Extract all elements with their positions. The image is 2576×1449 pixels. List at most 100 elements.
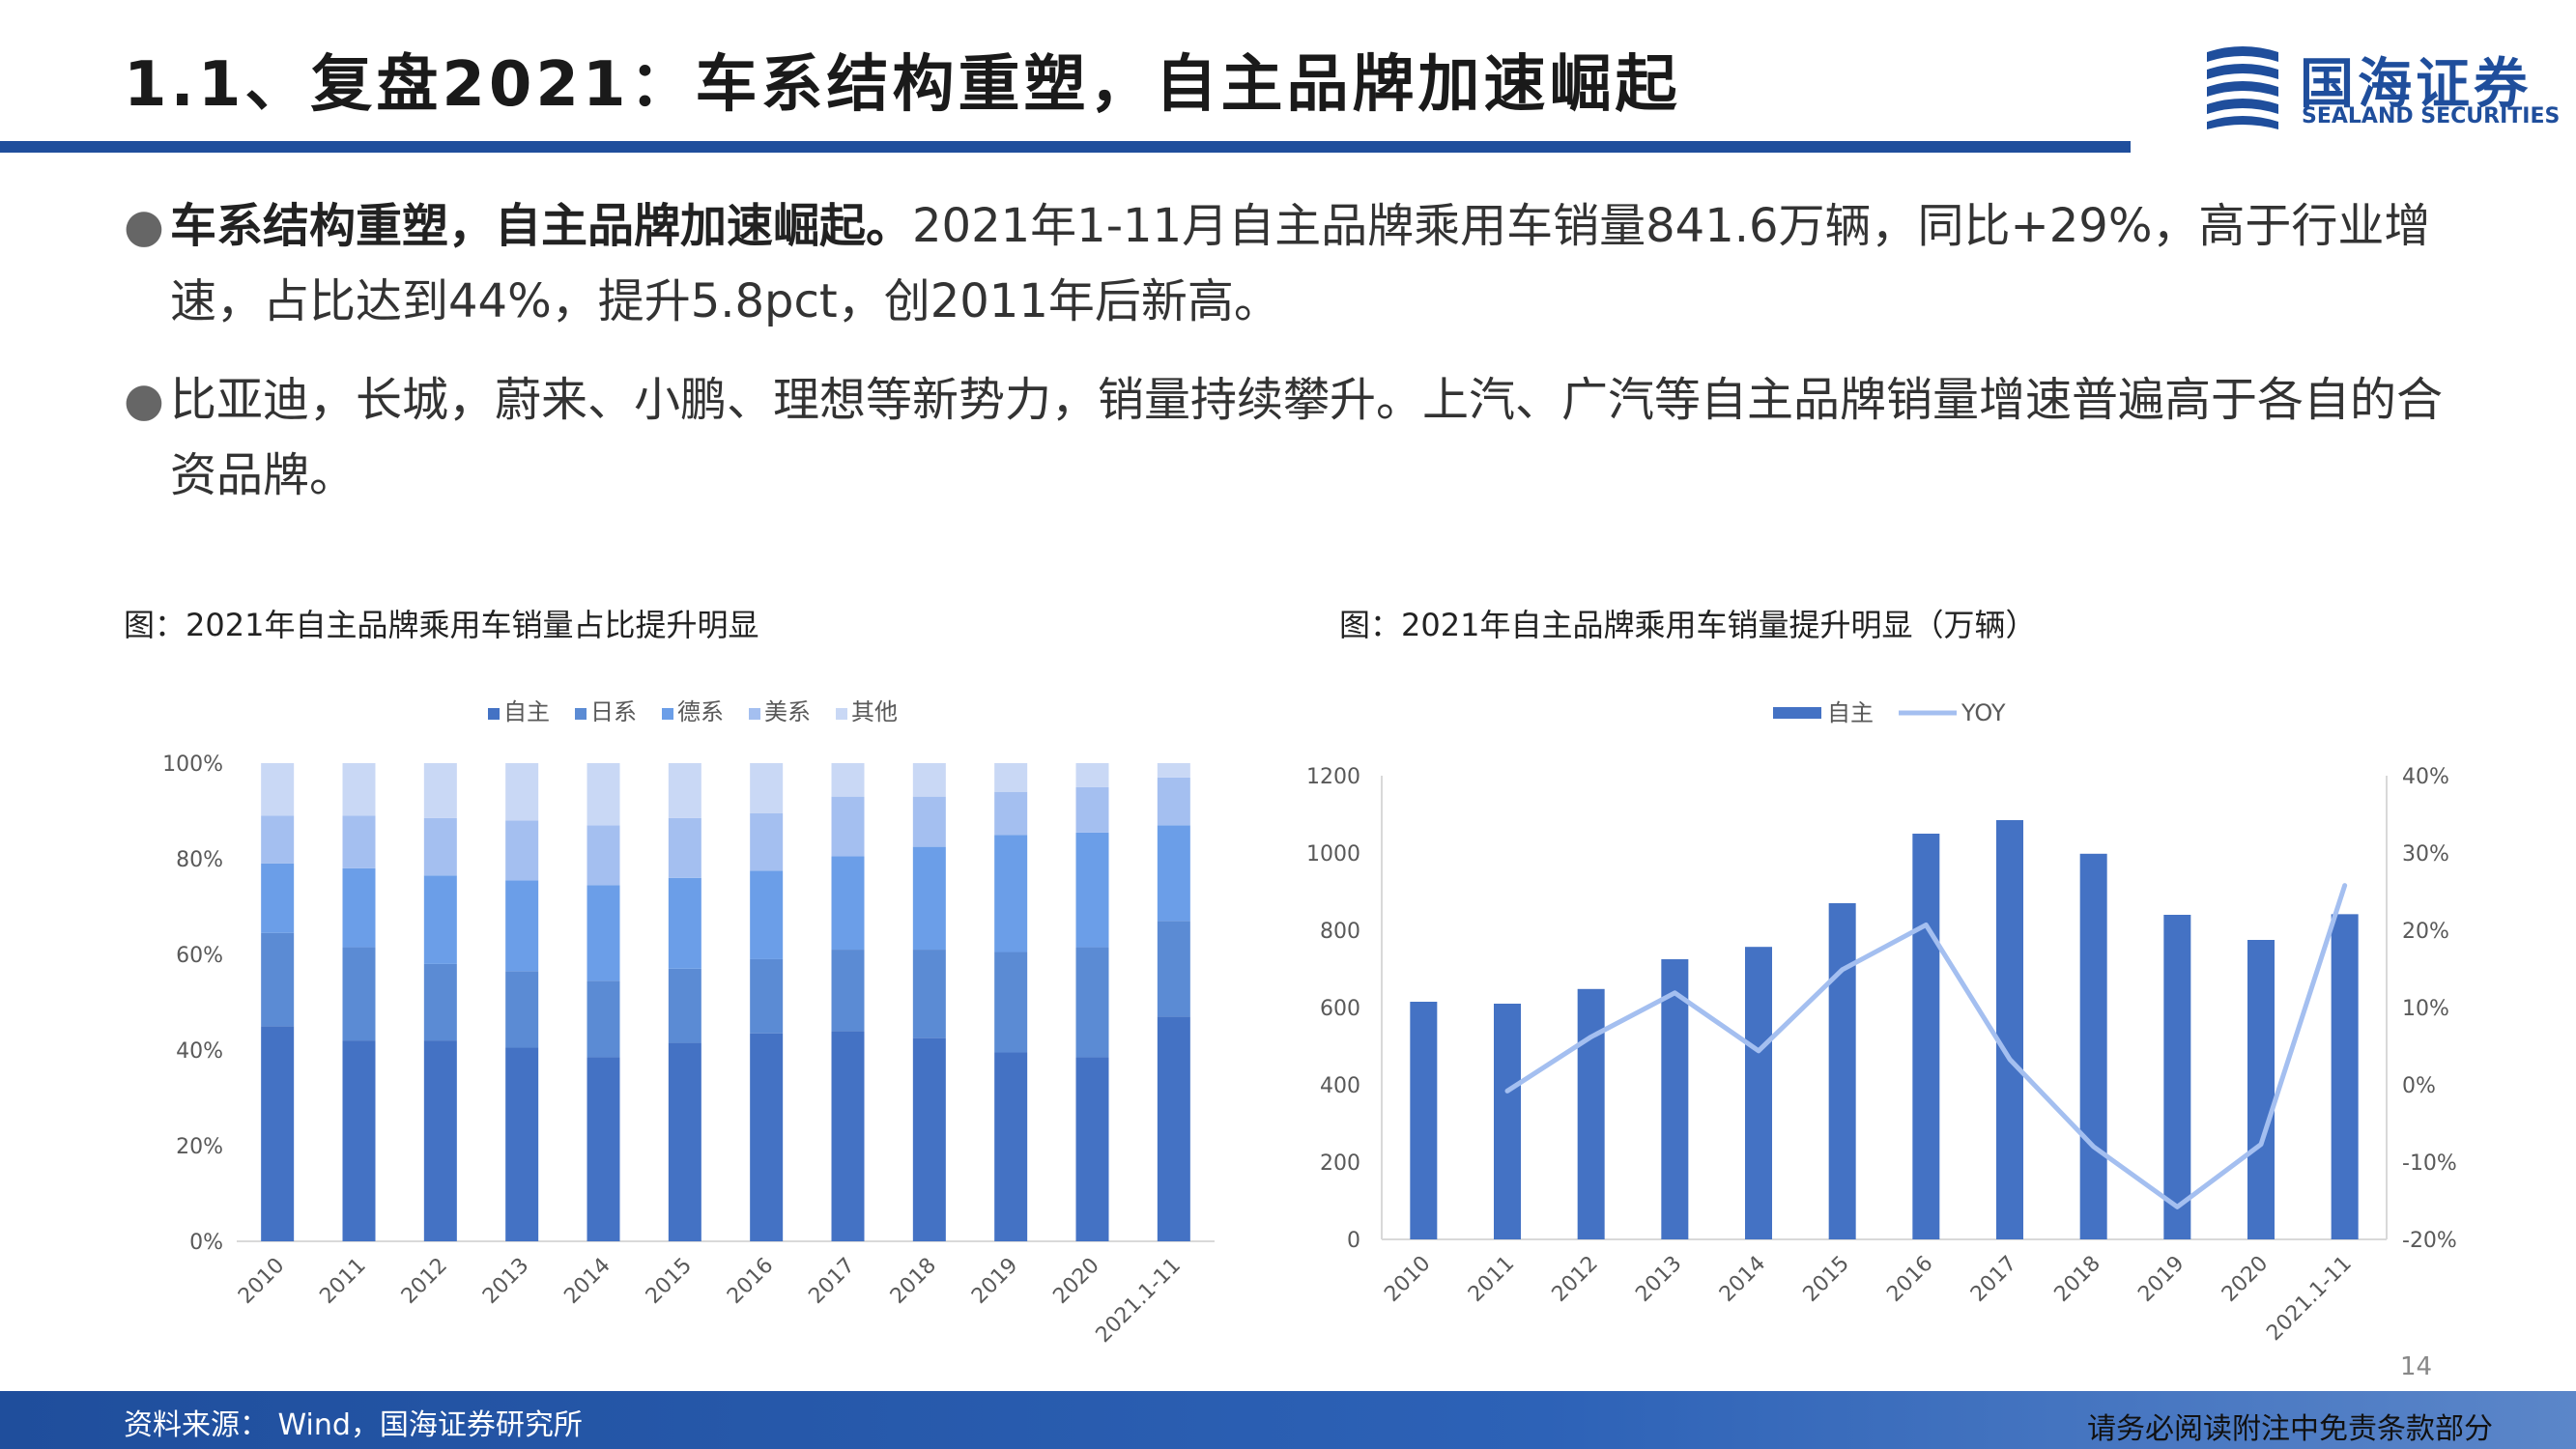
bar-segment-0	[505, 1047, 539, 1241]
x-tick-label: 2011	[315, 1254, 370, 1309]
sales-bar	[1745, 947, 1772, 1239]
footer-bar: 资料来源： Wind，国海证券研究所 请务必阅读附注中免责条款部分	[0, 1391, 2576, 1449]
left-chart-caption: 图：2021年自主品牌乘用车销量占比提升明显	[124, 607, 759, 643]
y-tick-label: 80%	[176, 848, 223, 872]
bullet-dot-icon: ●	[124, 373, 164, 427]
bar-segment-4	[587, 763, 620, 826]
bar-segment-2	[831, 856, 865, 951]
sales-bar	[1410, 1002, 1438, 1239]
x-tick-label: 2012	[1548, 1252, 1603, 1307]
title-rule	[0, 141, 2131, 153]
bar-segment-0	[261, 1026, 295, 1241]
bar-segment-1	[1075, 947, 1109, 1058]
bar-segment-1	[831, 950, 865, 1032]
sales-yoy-chart: 自主 YOY 0 200 400 600 800 1000 1200 -20% -10% 0% 10% 2…	[1306, 699, 2457, 1347]
bar-segment-2	[668, 877, 701, 969]
y-right-tick-label: 40%	[2402, 765, 2449, 789]
y-tick-label: 100%	[162, 753, 223, 777]
y-right-tick-label: 30%	[2402, 842, 2449, 867]
bar-segment-2	[261, 863, 295, 933]
y-right-tick-label: 10%	[2402, 997, 2449, 1021]
sales-bar	[1828, 903, 1856, 1239]
legend-swatch-0	[488, 708, 500, 720]
x-tick-label: 2010	[1380, 1252, 1435, 1307]
y-tick-label: 40%	[176, 1039, 223, 1064]
bar-segment-4	[261, 763, 295, 816]
legend-label-2: 德系	[677, 698, 724, 725]
bar-segment-2	[750, 870, 784, 959]
x-tick-label: 2016	[723, 1254, 778, 1309]
x-tick-label: 2017	[1966, 1252, 2021, 1307]
y-tick-label: 60%	[176, 944, 223, 968]
y-left-tick-label: 1200	[1306, 765, 1360, 789]
y-right-tick-label: -20%	[2402, 1229, 2457, 1253]
bar-segment-1	[423, 963, 457, 1041]
legend-label-4: 其他	[851, 698, 898, 725]
bar-segment-4	[668, 763, 701, 818]
sales-bar	[1661, 959, 1689, 1239]
legend-swatch-bar	[1773, 707, 1821, 719]
bar-segment-1	[668, 968, 701, 1043]
bar-segment-3	[994, 791, 1028, 836]
sales-bar	[2079, 853, 2107, 1239]
yoy-point	[2175, 1205, 2180, 1209]
legend-label-line: YOY	[1961, 699, 2006, 726]
logo-text-cn: 国海证券	[2300, 53, 2532, 116]
disclaimer-note: 请务必阅读附注中免责条款部分	[2087, 1412, 2493, 1446]
bar-segment-0	[342, 1040, 376, 1241]
bar-segment-1	[587, 980, 620, 1058]
yoy-point	[1924, 923, 1929, 927]
header: 1.1、复盘2021：车系结构重塑，自主品牌加速崛起 国海证券 SEALAND …	[0, 0, 2576, 155]
bar-segment-3	[668, 817, 701, 878]
x-tick-label: 2016	[1882, 1252, 1937, 1307]
x-tick-label: 2015	[642, 1254, 697, 1309]
bar-segment-0	[587, 1057, 620, 1241]
x-tick-label: 2014	[1715, 1252, 1770, 1307]
sales-bar	[2331, 914, 2359, 1239]
bar-segment-3	[505, 820, 539, 881]
x-tick-label: 2020	[1048, 1254, 1103, 1309]
bullet-list: ● 车系结构重塑，自主品牌加速崛起。2021年1-11月自主品牌乘用车销量841…	[124, 188, 2481, 536]
y-left-tick-label: 200	[1320, 1151, 1360, 1176]
x-tick-label: 2019	[967, 1254, 1022, 1309]
bullet-text: 2021年1-11月自主品牌乘用车销量841.6万辆，同比+29%，高于行业增速…	[170, 199, 2431, 328]
bar-segment-4	[423, 763, 457, 818]
yoy-point	[1840, 967, 1845, 972]
yoy-point	[1757, 1048, 1760, 1053]
bar-segment-3	[423, 817, 457, 876]
sales-bar	[1494, 1004, 1521, 1239]
yoy-point	[2259, 1142, 2263, 1147]
x-tick-label: 2017	[804, 1254, 859, 1309]
bar-segment-1	[261, 932, 295, 1027]
bar-segment-3	[342, 815, 376, 868]
sales-bar	[1996, 820, 2023, 1239]
legend-label-3: 美系	[764, 698, 811, 725]
bar-segment-4	[342, 763, 376, 816]
x-tick-label: 2020	[2218, 1252, 2273, 1307]
bullet-bold: 车系结构重塑，自主品牌加速崛起。	[170, 199, 913, 253]
sales-bar	[1912, 834, 1940, 1239]
bar-segment-4	[831, 763, 865, 797]
yoy-point	[1589, 1035, 1593, 1039]
y-left-tick-label: 0	[1347, 1229, 1360, 1253]
x-tick-label: 2013	[1631, 1252, 1686, 1307]
x-tick-label: 2021.1-11	[1092, 1254, 1187, 1349]
sales-bar	[2163, 915, 2191, 1239]
y-tick-label: 0%	[189, 1231, 223, 1255]
legend-swatch-4	[836, 708, 847, 720]
bar-segment-4	[750, 763, 784, 813]
bar-segment-0	[912, 1037, 946, 1241]
logo: 国海证券 SEALAND SECURITIES	[2201, 39, 2560, 135]
y-left-tick-label: 1000	[1306, 842, 1360, 867]
bar-segment-0	[994, 1052, 1028, 1241]
bar-segment-0	[1075, 1057, 1109, 1241]
bar-segment-4	[1157, 763, 1190, 778]
x-tick-label: 2012	[397, 1254, 452, 1309]
bar-segment-0	[750, 1033, 784, 1241]
legend-swatch-2	[662, 708, 673, 720]
source-note: 资料来源： Wind，国海证券研究所	[124, 1408, 583, 1442]
x-tick-label: 2021.1-11	[2262, 1252, 2357, 1347]
bar-segment-3	[831, 796, 865, 857]
legend-swatch-1	[575, 708, 587, 720]
logo-text-en: SEALAND SECURITIES	[2302, 104, 2561, 128]
